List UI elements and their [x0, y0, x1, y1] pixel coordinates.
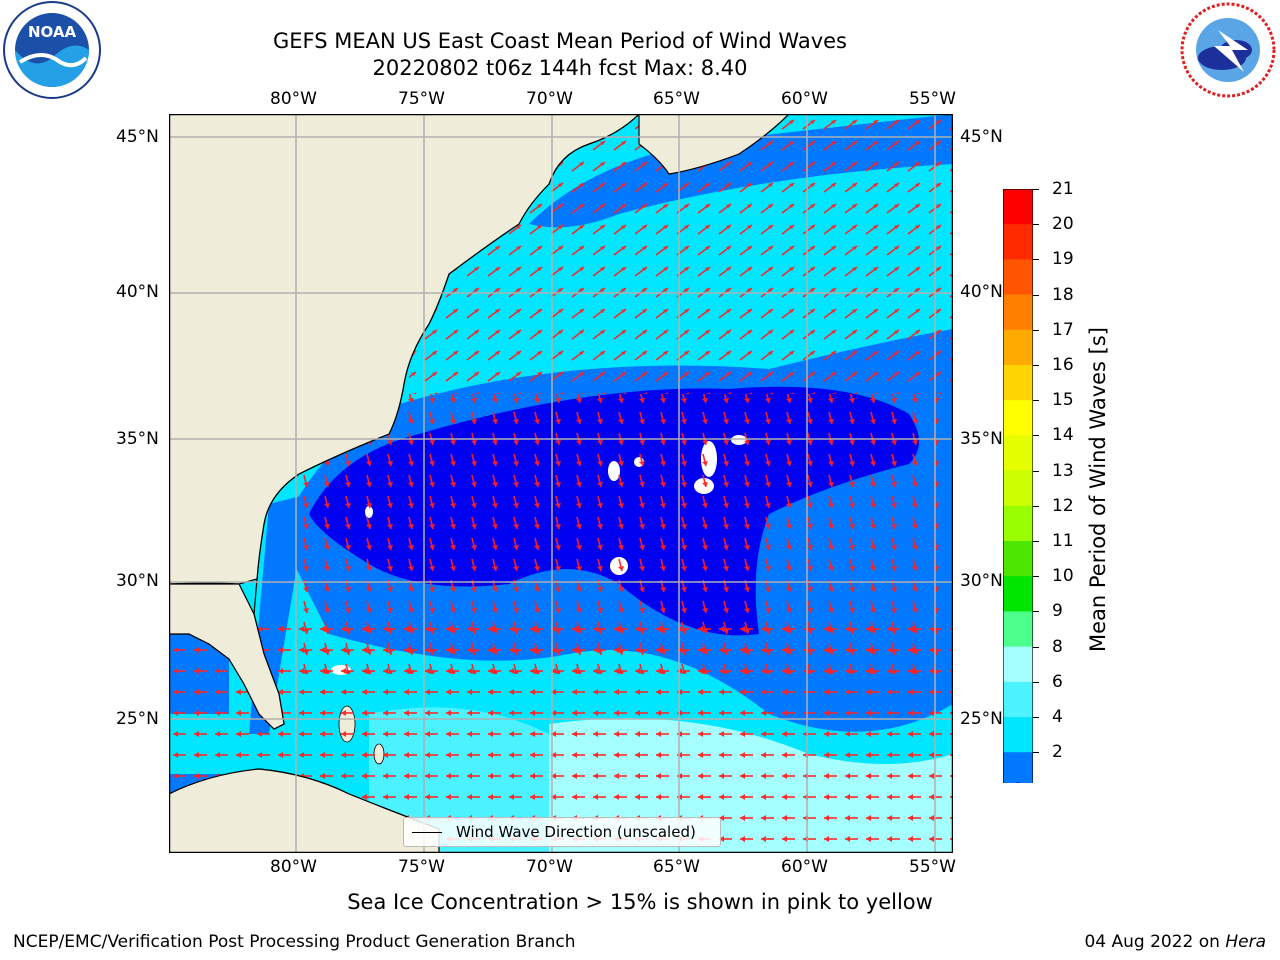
colorbar-tick-mark	[1033, 717, 1039, 718]
colorbar-tick-label: 16	[1052, 355, 1074, 375]
legend-line-icon	[412, 831, 442, 833]
colorbar-band	[1003, 400, 1033, 436]
wave-period-map	[169, 114, 953, 853]
colorbar-bands	[1002, 188, 1034, 789]
colorbar-band	[1003, 541, 1033, 577]
colorbar-band	[1003, 189, 1033, 225]
colorbar-band	[1003, 329, 1033, 366]
colorbar-tick-label: 11	[1052, 531, 1074, 551]
lon-tick-bottom-65w: 65°W	[653, 857, 700, 877]
colorbar-tick-mark	[1033, 505, 1039, 507]
title-line-1: GEFS MEAN US East Coast Mean Period of W…	[273, 29, 847, 53]
colorbar-band	[1003, 224, 1033, 260]
colorbar-tick-mark	[1033, 329, 1039, 331]
colorbar-tick-mark	[1033, 435, 1039, 437]
colorbar-band	[1003, 435, 1033, 472]
colorbar-tick-mark	[1033, 189, 1039, 190]
colorbar-tick-mark	[1033, 259, 1039, 261]
colorbar-label: Mean Period of Wind Waves [s]	[1086, 327, 1110, 652]
colorbar-tick-label: 2	[1052, 742, 1063, 763]
colorbar-tick-label: 14	[1052, 425, 1074, 446]
lon-tick-top-55w: 55°W	[909, 89, 956, 109]
lat-tick-right-35n: 35°N	[960, 429, 1003, 449]
colorbar-tick-label: 19	[1052, 249, 1074, 270]
lat-tick-right-40n: 40°N	[960, 282, 1003, 302]
lon-tick-bottom-60w: 60°W	[781, 857, 828, 877]
lon-tick-top-60w: 60°W	[781, 89, 828, 109]
colorbar-band	[1003, 717, 1033, 753]
lat-tick-right-25n: 25°N	[960, 709, 1003, 729]
colorbar-tick-label: 18	[1052, 284, 1074, 305]
colorbar-band	[1003, 294, 1033, 331]
lat-tick-left-25n: 25°N	[116, 709, 159, 729]
lat-tick-left-30n: 30°N	[116, 571, 159, 591]
lat-tick-left-40n: 40°N	[116, 282, 159, 302]
colorbar-band	[1003, 365, 1033, 401]
lon-tick-top-75w: 75°W	[398, 89, 445, 109]
map-legend: Wind Wave Direction (unscaled)	[403, 817, 721, 847]
lon-tick-bottom-70w: 70°W	[526, 857, 573, 877]
legend-label: Wind Wave Direction (unscaled)	[456, 823, 696, 841]
colorbar-tick-mark	[1033, 470, 1039, 472]
footer-credit: NCEP/EMC/Verification Post Processing Pr…	[13, 932, 576, 952]
lat-tick-right-30n: 30°N	[960, 571, 1003, 591]
footer-date-text: 04 Aug 2022 on	[1084, 932, 1220, 952]
noaa-logo: NOAA	[2, 0, 102, 100]
colorbar	[1002, 188, 1034, 789]
colorbar-band	[1003, 681, 1033, 718]
colorbar-tick-label: 4	[1052, 707, 1063, 727]
footer-date: 04 Aug 2022 on Hera	[1084, 932, 1266, 952]
lon-tick-bottom-80w: 80°W	[270, 857, 317, 877]
colorbar-tick-label: 12	[1052, 495, 1074, 516]
colorbar-band	[1003, 576, 1033, 612]
lon-tick-top-65w: 65°W	[653, 89, 700, 109]
footer-machine: Hera	[1225, 932, 1266, 952]
colorbar-tick-mark	[1033, 365, 1039, 366]
colorbar-tick-mark	[1033, 681, 1039, 683]
colorbar-tick-mark	[1033, 611, 1039, 613]
lat-tick-left-45n: 45°N	[116, 127, 159, 147]
colorbar-tick-label: 21	[1052, 179, 1074, 199]
lon-tick-bottom-55w: 55°W	[909, 857, 956, 877]
colorbar-tick-mark	[1033, 294, 1039, 296]
colorbar-tick-mark	[1033, 752, 1039, 754]
colorbar-tick-label: 9	[1052, 601, 1063, 622]
colorbar-tick-label: 13	[1052, 460, 1074, 481]
colorbar-band	[1003, 259, 1033, 296]
colorbar-tick-mark	[1033, 224, 1039, 226]
lon-tick-top-80w: 80°W	[270, 89, 317, 109]
colorbar-tick-mark	[1033, 400, 1039, 402]
lon-tick-top-70w: 70°W	[526, 89, 573, 109]
colorbar-tick-mark	[1033, 576, 1039, 578]
colorbar-tick-mark	[1033, 646, 1039, 648]
colorbar-band	[1003, 505, 1033, 542]
colorbar-tick-label: 15	[1052, 390, 1074, 411]
colorbar-band	[1003, 646, 1033, 683]
colorbar-tick-label: 8	[1052, 636, 1063, 657]
colorbar-tick-label: 6	[1052, 671, 1063, 692]
noaa-logo-text: NOAA	[28, 23, 77, 41]
colorbar-tick-label: 17	[1052, 319, 1074, 340]
chart-title: GEFS MEAN US East Coast Mean Period of W…	[240, 28, 880, 82]
map-panel: Wind Wave Direction (unscaled)	[169, 114, 953, 853]
lat-tick-left-35n: 35°N	[116, 429, 159, 449]
colorbar-band	[1003, 752, 1033, 788]
colorbar-tick-label: 20	[1052, 214, 1074, 235]
colorbar-tick-mark	[1033, 541, 1039, 542]
lat-tick-right-45n: 45°N	[960, 127, 1003, 147]
lon-tick-bottom-75w: 75°W	[398, 857, 445, 877]
colorbar-band	[1003, 470, 1033, 507]
colorbar-band	[1003, 611, 1033, 648]
map-gridlines	[169, 114, 953, 853]
title-line-2: 20220802 t06z 144h fcst Max: 8.40	[372, 56, 748, 80]
colorbar-tick-label: 10	[1052, 566, 1074, 587]
sea-ice-note: Sea Ice Concentration > 15% is shown in …	[347, 890, 933, 914]
nws-logo	[1178, 0, 1278, 100]
